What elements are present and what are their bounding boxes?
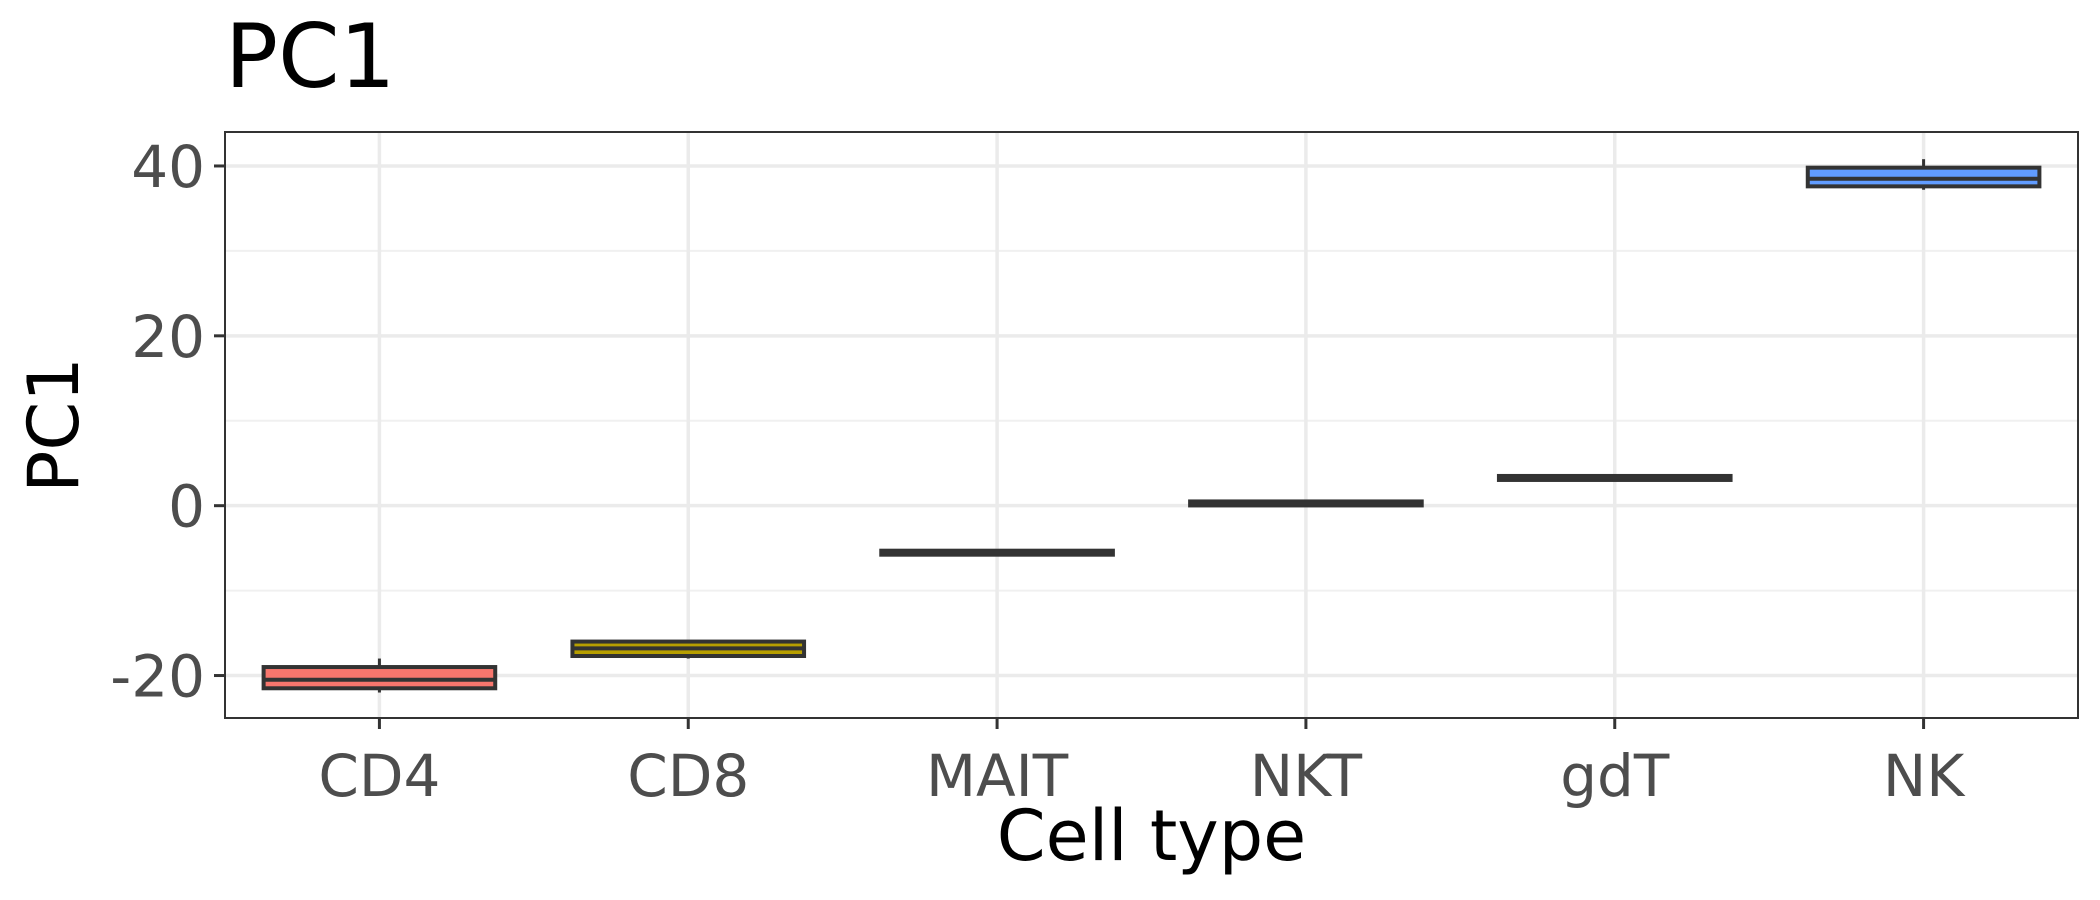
- panel-border: [224, 131, 2079, 719]
- x-tick-label: CD8: [627, 742, 749, 810]
- y-tick-label: 0: [168, 473, 205, 541]
- y-tick-label: -20: [110, 643, 205, 711]
- y-tick-label: 20: [131, 303, 205, 371]
- y-axis-title: PC1: [13, 357, 95, 493]
- grid: [225, 132, 2078, 718]
- box-body: [261, 665, 498, 691]
- x-tick-label: NKT: [1250, 742, 1363, 810]
- y-tick-label: 40: [131, 133, 205, 201]
- x-tick-label: MAIT: [926, 742, 1069, 810]
- chart-title: PC1: [225, 5, 396, 108]
- axes: -20 0 20 40 CD4 CD8 MAIT NKT gdT NK: [110, 133, 1966, 810]
- box-nk: [1805, 159, 2042, 190]
- x-axis-title: Cell type: [997, 795, 1306, 877]
- box-gdt: [1496, 473, 1733, 482]
- box-nkt: [1188, 499, 1424, 508]
- x-tick-label: CD4: [318, 742, 440, 810]
- boxes: [261, 159, 2042, 693]
- x-tick-label: gdT: [1560, 742, 1670, 810]
- x-tick-label: NK: [1883, 742, 1966, 810]
- box-cd8: [570, 639, 807, 659]
- box-mait: [879, 548, 1115, 557]
- box-cd4: [261, 658, 498, 693]
